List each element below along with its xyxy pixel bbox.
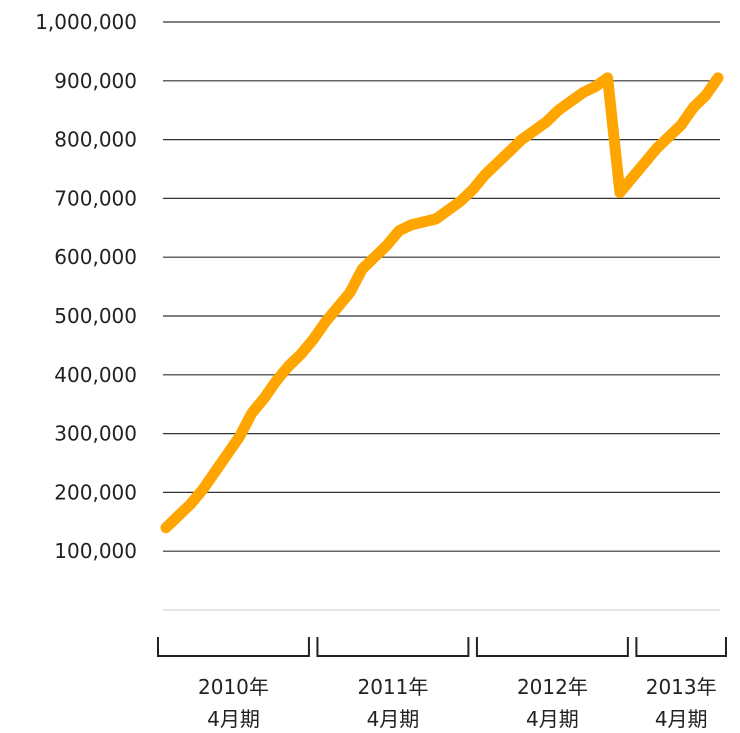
period-term-label: 4月期	[207, 707, 260, 731]
period-term-label: 4月期	[367, 707, 420, 731]
period-year-label: 2012年	[517, 675, 588, 699]
y-tick-label: 100,000	[54, 539, 137, 563]
period-term-label: 4月期	[655, 707, 708, 731]
period-bracket	[475, 637, 629, 657]
y-tick-label: 500,000	[54, 304, 137, 328]
series-line	[160, 72, 724, 534]
grid-layer	[163, 21, 720, 611]
y-tick-label: 700,000	[54, 186, 137, 210]
period-bracket	[635, 637, 727, 657]
y-tick-label: 900,000	[54, 69, 137, 93]
y-tick-label: 600,000	[54, 245, 137, 269]
y-tick-label: 800,000	[54, 128, 137, 152]
y-axis-tick-labels: 100,000 200,000 300,000 400,000 500,000 600,0…	[35, 10, 137, 563]
y-tick-label: 200,000	[54, 480, 137, 504]
y-tick-label: 400,000	[54, 363, 137, 387]
period-bracket	[316, 637, 470, 657]
y-tick-label: 1,000,000	[35, 10, 137, 34]
period-year-label: 2013年	[646, 675, 717, 699]
y-tick-label: 300,000	[54, 422, 137, 446]
period-year-label: 2010年	[198, 675, 269, 699]
series-layer	[160, 72, 724, 534]
x-axis-period-groups: 2010年 4月期 2011年 4月期 2012年 4月期 2013年 4月期	[157, 637, 727, 731]
period-term-label: 4月期	[526, 707, 579, 731]
period-bracket	[157, 637, 310, 657]
period-year-label: 2011年	[357, 675, 428, 699]
